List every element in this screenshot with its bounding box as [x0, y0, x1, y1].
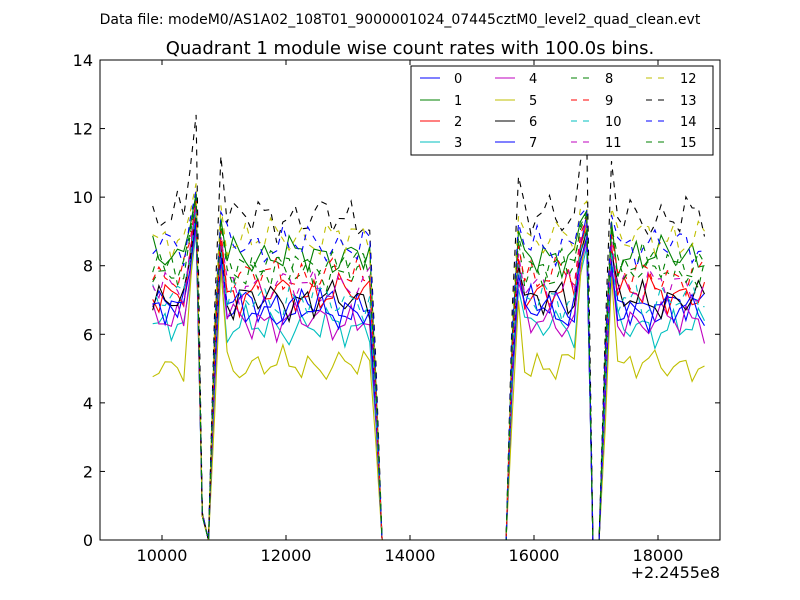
- legend-label-6: 6: [529, 115, 537, 130]
- x-tick-label: 18000: [633, 546, 684, 565]
- chart-suptitle: Data file: modeM0/AS1A02_108T01_90000010…: [100, 12, 701, 28]
- legend-label-9: 9: [605, 94, 613, 109]
- chart-title: Quadrant 1 module wise count rates with …: [166, 38, 655, 59]
- x-tick-label: 10000: [137, 546, 188, 565]
- legend-label-0: 0: [454, 72, 462, 87]
- series-line-5: [152, 203, 705, 540]
- series-line-2: [152, 207, 706, 540]
- series-line-14: [152, 190, 705, 540]
- y-tick-label: 6: [83, 325, 93, 344]
- series-line-11: [152, 203, 706, 540]
- legend-label-15: 15: [680, 136, 697, 151]
- legend-label-13: 13: [680, 94, 697, 109]
- series-line-9: [152, 200, 705, 540]
- series-line-13: [152, 114, 706, 540]
- y-tick-label: 8: [83, 257, 93, 276]
- x-tick-label: 16000: [509, 546, 560, 565]
- legend-label-4: 4: [529, 72, 537, 87]
- series-line-4: [152, 224, 706, 540]
- series-line-1: [152, 193, 705, 540]
- legend-label-8: 8: [605, 72, 613, 87]
- legend-label-7: 7: [529, 136, 537, 151]
- y-tick-label: 2: [83, 462, 93, 481]
- series-layer: [152, 114, 706, 540]
- series-line-7: [152, 221, 705, 540]
- legend-label-11: 11: [605, 136, 622, 151]
- y-tick-label: 12: [73, 120, 93, 139]
- series-line-8: [152, 197, 706, 540]
- y-tick-label: 10: [73, 188, 93, 207]
- x-offset-label: +2.2455e8: [631, 563, 720, 582]
- series-line-15: [152, 193, 705, 540]
- legend-label-2: 2: [454, 115, 462, 130]
- x-tick-label: 12000: [261, 546, 312, 565]
- legend-label-3: 3: [454, 136, 462, 151]
- legend-label-10: 10: [605, 115, 622, 130]
- legend-label-5: 5: [529, 94, 537, 109]
- legend-label-1: 1: [454, 94, 462, 109]
- y-tick-label: 4: [83, 394, 93, 413]
- legend-box: [410, 65, 714, 156]
- x-tick-label: 14000: [385, 546, 436, 565]
- legend-label-14: 14: [680, 115, 697, 130]
- y-tick-label: 0: [83, 531, 93, 550]
- series-line-12: [152, 183, 705, 540]
- legend-label-12: 12: [680, 72, 697, 87]
- series-line-10: [152, 210, 705, 540]
- y-tick-label: 14: [73, 51, 93, 70]
